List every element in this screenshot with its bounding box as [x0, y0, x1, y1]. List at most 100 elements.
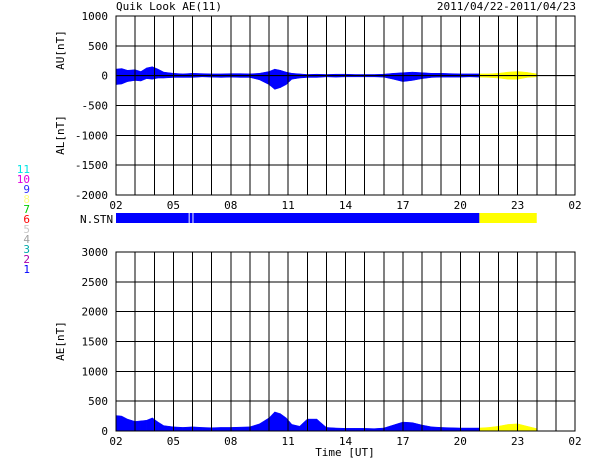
al-area-segment: [152, 75, 159, 80]
al-area-segment: [249, 75, 260, 81]
ae-area-segment: [326, 427, 337, 432]
au-area-segment: [152, 66, 159, 76]
station-count-segment: [479, 213, 537, 223]
y-tick-label: 500: [88, 395, 108, 408]
al-area-segment: [517, 75, 528, 80]
ae-area-segment: [316, 418, 327, 432]
ae-area-segment: [240, 426, 251, 432]
ae-area-segment: [192, 426, 203, 432]
al-area-segment: [393, 75, 404, 82]
ae-area-segment: [121, 415, 128, 432]
ae-area-segment: [299, 418, 308, 432]
station-number-3: 3: [23, 243, 30, 256]
al-area-segment: [127, 75, 136, 82]
plot-frame: [115, 251, 576, 432]
ae-area-segment: [127, 418, 136, 432]
au-area-segment: [507, 71, 518, 76]
au-area-segment: [259, 71, 270, 76]
ae-area-segment: [249, 423, 260, 432]
au-area-segment: [121, 68, 128, 76]
x-tick-label: 17: [396, 199, 409, 212]
ae-area-segment: [383, 424, 394, 432]
x-tick-label: 08: [224, 435, 237, 448]
au-area-segment: [163, 71, 174, 76]
chart-title: Quik Look AE(11): [116, 0, 222, 13]
al-area-segment: [285, 75, 293, 86]
x-tick-label: 17: [396, 435, 409, 448]
x-tick-label: 23: [511, 199, 524, 212]
x-tick-label: 08: [224, 199, 237, 212]
au-area-segment: [268, 68, 275, 76]
ae-area-segment: [152, 417, 159, 432]
ae-area-segment: [440, 427, 451, 432]
station-count-segment: [116, 213, 189, 223]
al-area-segment: [383, 75, 394, 80]
station-number-9: 9: [23, 183, 30, 196]
x-tick-label: 11: [282, 199, 295, 212]
station-number-4: 4: [23, 233, 30, 246]
au-area-segment: [115, 68, 122, 76]
ae-area-segment: [157, 421, 165, 432]
al-area-segment: [121, 75, 128, 85]
al-area-segment: [268, 75, 275, 90]
x-tick-label: 05: [167, 435, 180, 448]
ae-area-segment: [201, 427, 212, 432]
ae-area-segment: [230, 426, 241, 432]
au-area-segment: [127, 69, 136, 76]
au-area-segment: [140, 67, 147, 76]
x-tick-label: 02: [109, 435, 122, 448]
al-area-segment: [134, 75, 142, 82]
plot-frame: [115, 15, 576, 196]
x-tick-label: 23: [511, 435, 524, 448]
ae-area-segment: [163, 425, 174, 432]
ae-area-segment: [182, 426, 193, 432]
au-area-segment: [134, 69, 142, 76]
ae-area-segment: [507, 423, 518, 432]
al-area-segment: [274, 75, 281, 90]
y-tick-label: 1500: [82, 336, 109, 349]
x-axis-label: Time [UT]: [315, 446, 375, 459]
station-number-1: 1: [23, 263, 30, 276]
au-area-segment: [285, 71, 293, 76]
au-area-segment: [146, 66, 153, 76]
ae-area-segment: [307, 418, 318, 432]
y-tick-label: 1000: [82, 365, 109, 378]
al-area-segment: [280, 75, 287, 89]
al-area-segment: [140, 75, 147, 82]
station-number-10: 10: [17, 173, 30, 186]
ae-area-segment: [268, 411, 275, 432]
ae-area-segment: [488, 425, 499, 432]
station-number-2: 2: [23, 253, 30, 266]
al-area-segment: [402, 75, 413, 82]
x-tick-label: 14: [339, 199, 353, 212]
x-tick-label: 20: [454, 435, 467, 448]
al-area-segment: [259, 75, 270, 86]
y-tick-label: -500: [82, 100, 109, 113]
station-number-8: 8: [23, 193, 30, 206]
au-area-segment: [412, 71, 423, 76]
al-area-segment: [507, 75, 518, 80]
ae-area-segment: [291, 424, 300, 432]
ae-area-segment: [274, 411, 281, 432]
ae-area-segment: [220, 427, 231, 432]
y-tick-label: 0: [101, 425, 108, 438]
ae-area-segment: [259, 417, 270, 432]
ae-area-segment: [431, 426, 442, 432]
ae-area-segment: [402, 421, 413, 432]
x-tick-label: 05: [167, 199, 180, 212]
ae-area-segment: [146, 417, 153, 432]
au-area-segment: [402, 71, 413, 76]
y-tick-label: 1000: [82, 10, 109, 23]
y-axis-label-au: AU[nT]: [54, 30, 67, 70]
al-area-segment: [115, 75, 122, 85]
ae-area-segment: [393, 421, 404, 432]
y-tick-label: 0: [101, 70, 108, 83]
ae-area-segment: [421, 424, 432, 432]
y-axis-label-ae: AE[nT]: [54, 321, 67, 361]
y-tick-label: 3000: [82, 246, 109, 259]
ae-area-segment: [517, 423, 528, 432]
ae-area-segment: [140, 419, 147, 432]
